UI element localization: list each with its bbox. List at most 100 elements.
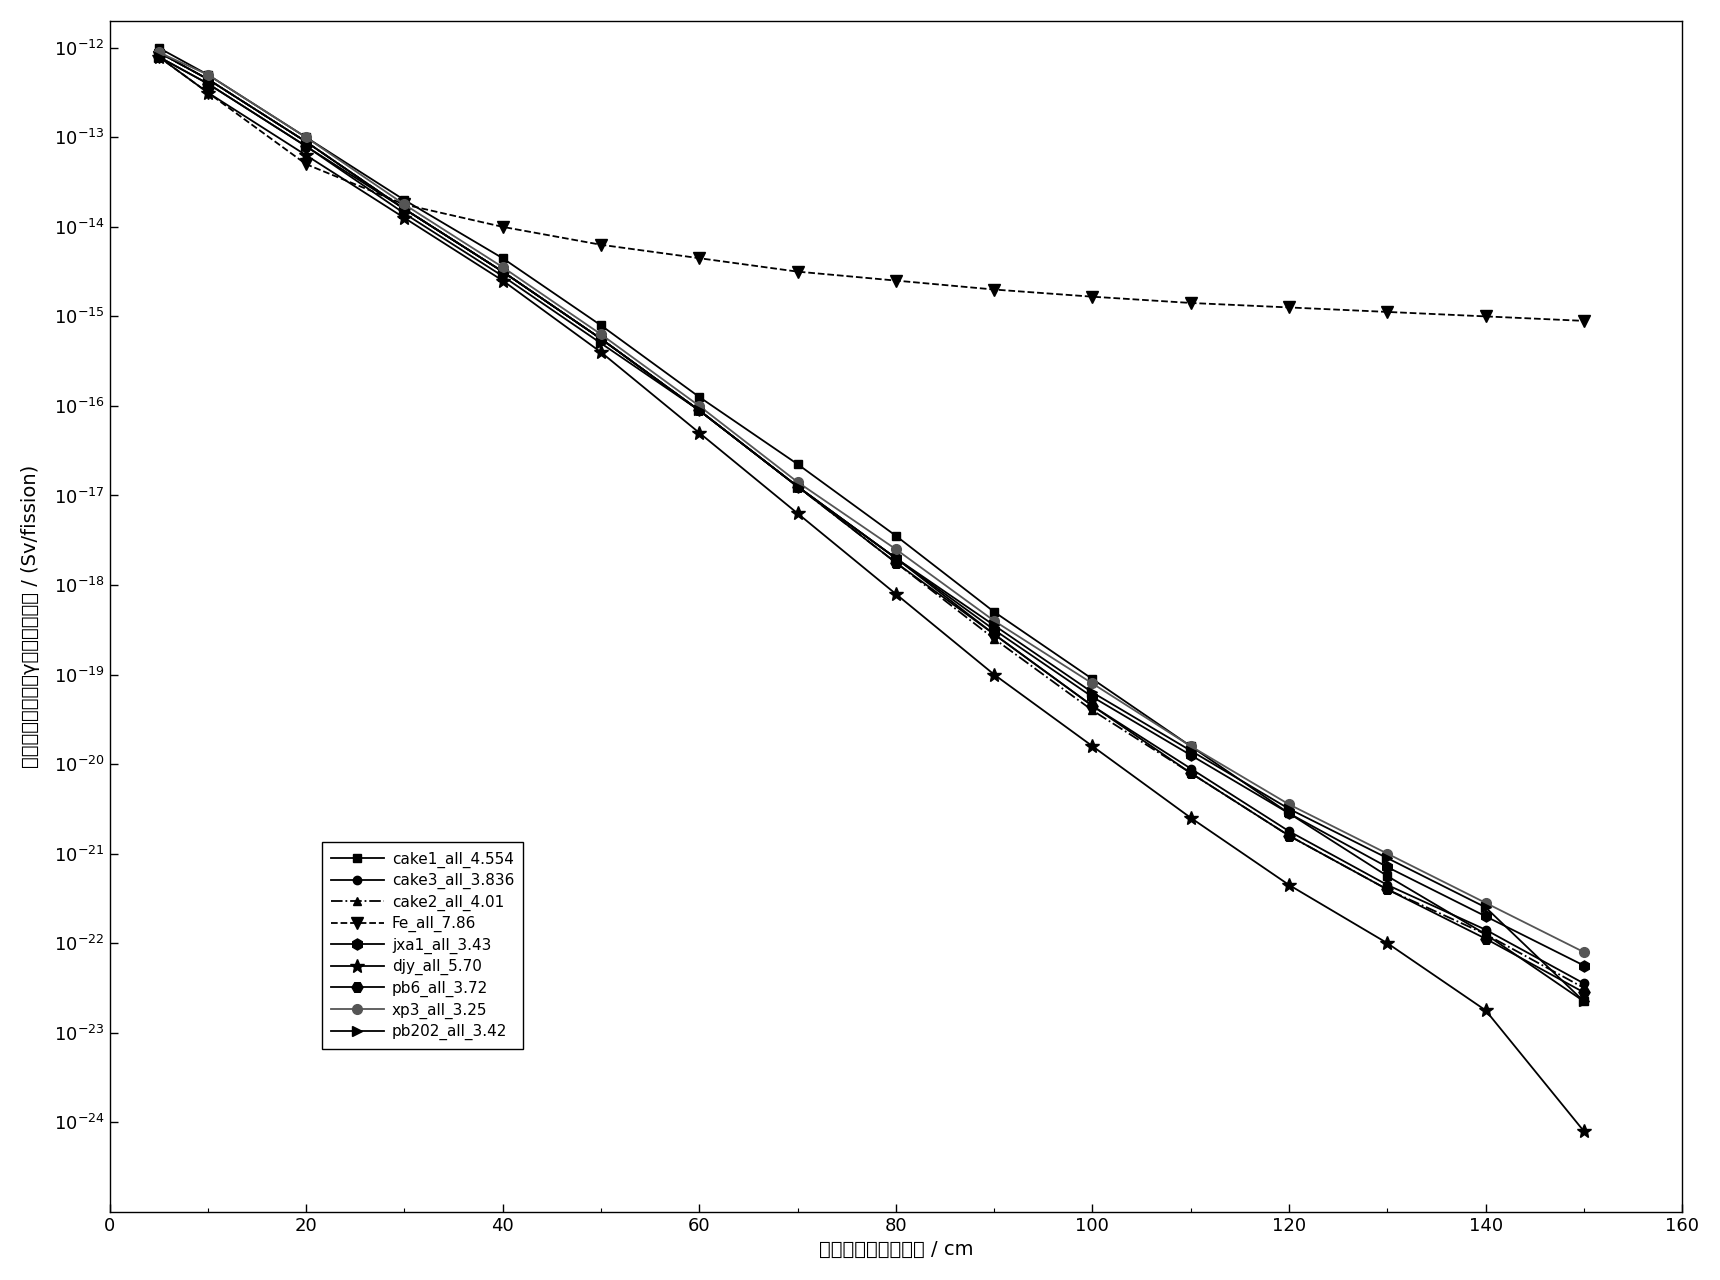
Line: jxa1_all_3.43: jxa1_all_3.43	[153, 46, 1589, 972]
djy_all_5.70	[1476, 1002, 1496, 1018]
Fe_all_7.86	[1574, 314, 1594, 329]
pb6_all_3.72	[148, 49, 169, 64]
jxa1_all_3.43	[1278, 805, 1299, 820]
cake2_all_4.01	[1180, 765, 1201, 781]
Line: cake1_all_4.554: cake1_all_4.554	[155, 44, 1588, 1006]
cake3_all_3.836	[198, 72, 218, 87]
cake2_all_4.01	[590, 332, 611, 347]
pb202_all_3.42	[1278, 801, 1299, 817]
djy_all_5.70	[788, 506, 808, 521]
pb6_all_3.72	[198, 76, 218, 91]
pb202_all_3.42	[1378, 850, 1398, 865]
pb202_all_3.42	[1476, 900, 1496, 915]
pb202_all_3.42	[1574, 993, 1594, 1009]
jxa1_all_3.43	[788, 479, 808, 494]
Line: Fe_all_7.86: Fe_all_7.86	[153, 51, 1589, 326]
xp3_all_3.25	[394, 197, 415, 212]
cake2_all_4.01	[148, 45, 169, 60]
cake1_all_4.554	[1082, 671, 1103, 686]
Fe_all_7.86	[690, 251, 710, 266]
Line: cake3_all_3.836: cake3_all_3.836	[155, 49, 1588, 988]
Fe_all_7.86	[1476, 308, 1496, 324]
cake2_all_4.01	[984, 631, 1004, 646]
Fe_all_7.86	[984, 282, 1004, 297]
djy_all_5.70	[148, 49, 169, 64]
pb6_all_3.72	[492, 264, 513, 279]
pb202_all_3.42	[148, 49, 169, 64]
pb6_all_3.72	[296, 138, 316, 154]
jxa1_all_3.43	[1476, 909, 1496, 924]
jxa1_all_3.43	[886, 550, 906, 566]
jxa1_all_3.43	[984, 622, 1004, 637]
djy_all_5.70	[1180, 810, 1201, 826]
xp3_all_3.25	[492, 260, 513, 275]
cake3_all_3.836	[148, 45, 169, 60]
Line: cake2_all_4.01: cake2_all_4.01	[155, 49, 1588, 992]
pb202_all_3.42	[886, 550, 906, 566]
cake3_all_3.836	[590, 332, 611, 347]
djy_all_5.70	[984, 667, 1004, 682]
Line: djy_all_5.70: djy_all_5.70	[151, 50, 1591, 1138]
cake1_all_4.554	[394, 192, 415, 207]
cake1_all_4.554	[886, 529, 906, 544]
jxa1_all_3.43	[492, 264, 513, 279]
cake3_all_3.836	[1378, 877, 1398, 892]
xp3_all_3.25	[886, 541, 906, 557]
pb6_all_3.72	[1476, 931, 1496, 946]
pb202_all_3.42	[690, 403, 710, 419]
pb6_all_3.72	[984, 627, 1004, 643]
xp3_all_3.25	[590, 326, 611, 342]
cake1_all_4.554	[690, 389, 710, 404]
pb6_all_3.72	[1278, 828, 1299, 844]
xp3_all_3.25	[1574, 945, 1594, 960]
Fe_all_7.86	[296, 156, 316, 172]
jxa1_all_3.43	[394, 201, 415, 216]
Fe_all_7.86	[886, 273, 906, 288]
X-axis label: 屏蔽材料样品的厅度 / cm: 屏蔽材料样品的厅度 / cm	[819, 1240, 974, 1260]
Legend: cake1_all_4.554, cake3_all_3.836, cake2_all_4.01, Fe_all_7.86, jxa1_all_3.43, dj: cake1_all_4.554, cake3_all_3.836, cake2_…	[322, 842, 523, 1050]
djy_all_5.70	[394, 210, 415, 225]
xp3_all_3.25	[1476, 895, 1496, 910]
pb6_all_3.72	[690, 403, 710, 419]
jxa1_all_3.43	[148, 45, 169, 60]
Fe_all_7.86	[1180, 296, 1201, 311]
djy_all_5.70	[198, 84, 218, 100]
cake1_all_4.554	[1180, 739, 1201, 754]
pb202_all_3.42	[590, 335, 611, 351]
cake1_all_4.554	[788, 457, 808, 472]
cake3_all_3.836	[690, 403, 710, 419]
xp3_all_3.25	[984, 613, 1004, 628]
Line: pb6_all_3.72: pb6_all_3.72	[153, 51, 1589, 998]
Line: pb202_all_3.42: pb202_all_3.42	[153, 52, 1589, 1006]
pb6_all_3.72	[394, 201, 415, 216]
djy_all_5.70	[1278, 877, 1299, 892]
pb202_all_3.42	[788, 479, 808, 494]
pb202_all_3.42	[1082, 685, 1103, 700]
cake2_all_4.01	[492, 264, 513, 279]
jxa1_all_3.43	[1082, 689, 1103, 704]
cake1_all_4.554	[198, 67, 218, 82]
cake1_all_4.554	[984, 604, 1004, 620]
jxa1_all_3.43	[690, 403, 710, 419]
cake3_all_3.836	[1082, 698, 1103, 713]
djy_all_5.70	[1082, 739, 1103, 754]
cake3_all_3.836	[296, 134, 316, 150]
xp3_all_3.25	[690, 398, 710, 413]
pb202_all_3.42	[394, 206, 415, 221]
pb202_all_3.42	[296, 138, 316, 154]
jxa1_all_3.43	[1574, 957, 1594, 973]
cake1_all_4.554	[1378, 868, 1398, 883]
pb202_all_3.42	[1180, 742, 1201, 758]
pb6_all_3.72	[1574, 984, 1594, 1000]
xp3_all_3.25	[198, 67, 218, 82]
pb6_all_3.72	[1180, 765, 1201, 781]
Fe_all_7.86	[1378, 305, 1398, 320]
pb6_all_3.72	[886, 556, 906, 571]
pb202_all_3.42	[198, 76, 218, 91]
cake3_all_3.836	[788, 479, 808, 494]
cake3_all_3.836	[1574, 975, 1594, 991]
jxa1_all_3.43	[198, 72, 218, 87]
cake2_all_4.01	[1476, 927, 1496, 942]
xp3_all_3.25	[788, 475, 808, 490]
djy_all_5.70	[886, 586, 906, 602]
